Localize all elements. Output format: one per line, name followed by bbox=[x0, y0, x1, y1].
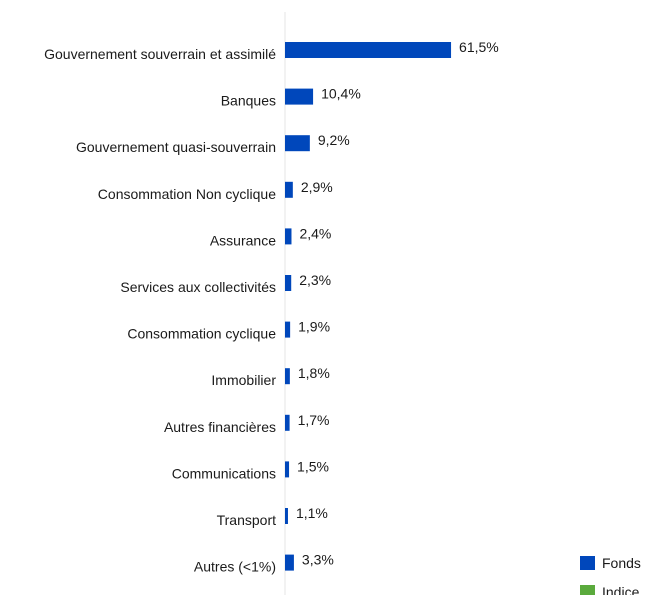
legend-label-indice: Indice bbox=[602, 584, 640, 595]
bar-fonds-1 bbox=[285, 42, 452, 58]
category-label-11: Transport bbox=[217, 512, 277, 528]
bar-fonds-2 bbox=[285, 88, 314, 105]
category-label-8: Immobilier bbox=[211, 372, 276, 388]
bar-fonds-3 bbox=[285, 135, 310, 152]
value-label-12: 3,3% bbox=[302, 552, 334, 568]
category-label-1: Gouvernement souverrain et assimilé bbox=[44, 46, 276, 62]
category-label-7: Consommation cyclique bbox=[127, 326, 276, 342]
value-label-3: 9,2% bbox=[318, 132, 350, 148]
legend: Fonds Indice bbox=[580, 555, 641, 600]
value-label-11: 1,1% bbox=[296, 505, 328, 521]
value-label-4: 2,9% bbox=[301, 179, 333, 195]
value-label-8: 1,8% bbox=[298, 365, 330, 381]
category-label-2: Banques bbox=[221, 93, 276, 109]
category-label-9: Autres financières bbox=[164, 419, 276, 435]
bars-group bbox=[285, 42, 452, 571]
bar-fonds-5 bbox=[285, 228, 292, 245]
value-label-9: 1,7% bbox=[298, 412, 330, 428]
category-label-12: Autres (<1%) bbox=[194, 559, 276, 575]
bar-fonds-7 bbox=[285, 321, 291, 338]
bar-fonds-12 bbox=[285, 554, 294, 571]
value-label-10: 1,5% bbox=[297, 458, 329, 474]
value-label-2: 10,4% bbox=[321, 86, 361, 102]
bar-fonds-11 bbox=[285, 508, 288, 524]
bar-fonds-10 bbox=[285, 461, 290, 478]
value-labels-group: 61,5% 10,4% 9,2% 2,9% 2,4% 2,3% 1,9% 1,8% 1,7% 1,… bbox=[296, 39, 499, 568]
category-label-6: Services aux collectivités bbox=[120, 279, 276, 295]
legend-label-fonds: Fonds bbox=[602, 555, 641, 571]
bar-fonds-8 bbox=[285, 368, 290, 385]
value-label-6: 2,3% bbox=[299, 272, 331, 288]
category-label-4: Consommation Non cyclique bbox=[98, 186, 276, 202]
category-labels-group: Gouvernement souverrain et assimilé Banqu… bbox=[44, 46, 276, 575]
value-label-7: 1,9% bbox=[298, 319, 330, 335]
category-label-5: Assurance bbox=[210, 232, 276, 248]
value-label-5: 2,4% bbox=[299, 225, 331, 241]
legend-swatch-indice bbox=[580, 585, 595, 599]
legend-swatch-fonds bbox=[580, 556, 595, 570]
value-label-1: 61,5% bbox=[459, 39, 499, 55]
bar-fonds-9 bbox=[285, 414, 290, 431]
category-label-3: Gouvernement quasi-souverrain bbox=[76, 139, 276, 155]
bar-fonds-6 bbox=[285, 275, 292, 291]
bar-fonds-4 bbox=[285, 181, 293, 198]
category-label-10: Communications bbox=[172, 465, 276, 481]
